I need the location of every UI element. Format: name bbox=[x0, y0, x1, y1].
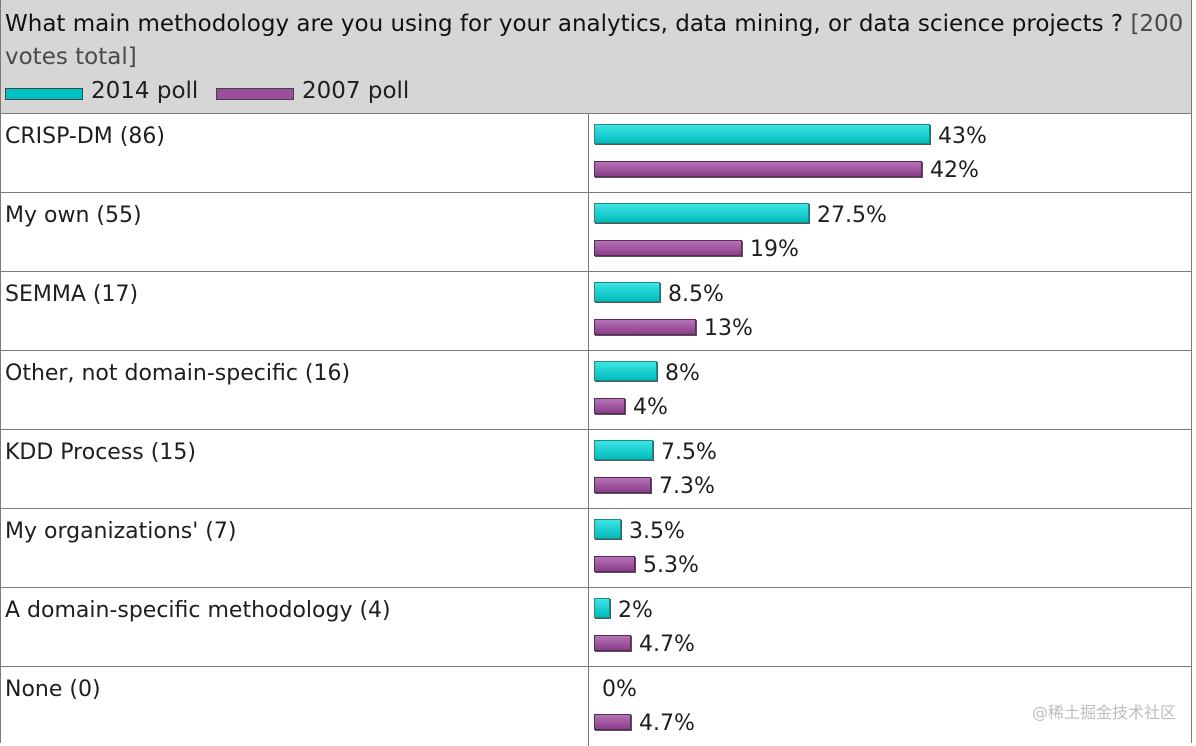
category-label: None (0) bbox=[5, 677, 101, 702]
bar-2014 bbox=[594, 440, 653, 460]
bar-2014 bbox=[594, 519, 621, 539]
bar-2007 bbox=[594, 240, 742, 256]
value-label-2007: 4.7% bbox=[639, 711, 695, 736]
column-divider bbox=[588, 509, 589, 587]
table-row: My own (55) 27.5% 19% bbox=[1, 193, 1191, 272]
category-label: A domain-specific methodology (4) bbox=[5, 598, 391, 623]
value-label-2014: 2% bbox=[618, 598, 653, 623]
value-label-2007: 5.3% bbox=[643, 553, 699, 578]
column-divider bbox=[588, 114, 589, 192]
bar-2007 bbox=[594, 556, 635, 572]
table-row: My organizations' (7) 3.5% 5.3% bbox=[1, 509, 1191, 588]
table-row: KDD Process (15) 7.5% 7.3% bbox=[1, 430, 1191, 509]
bar-2014 bbox=[594, 598, 610, 618]
value-label-2007: 7.3% bbox=[659, 474, 715, 499]
column-divider bbox=[588, 351, 589, 429]
legend-label-2014: 2014 poll bbox=[91, 78, 199, 104]
value-label-2007: 13% bbox=[704, 316, 753, 341]
value-label-2014: 7.5% bbox=[661, 440, 717, 465]
poll-header: What main methodology are you using for … bbox=[1, 0, 1191, 114]
watermark: @稀土掘金技术社区 bbox=[1031, 703, 1176, 722]
value-label-2007: 42% bbox=[930, 158, 979, 183]
bar-2014 bbox=[594, 124, 930, 144]
bar-2007 bbox=[594, 319, 696, 335]
category-label: My own (55) bbox=[5, 203, 142, 228]
value-label-2014: 8.5% bbox=[668, 282, 724, 307]
legend-label-2007: 2007 poll bbox=[302, 78, 410, 104]
value-label-2014: 27.5% bbox=[817, 203, 887, 228]
value-label-2014: 0% bbox=[602, 677, 637, 702]
category-label: CRISP-DM (86) bbox=[5, 124, 165, 149]
column-divider bbox=[588, 193, 589, 271]
value-label-2014: 43% bbox=[938, 124, 987, 149]
value-label-2014: 8% bbox=[665, 361, 700, 386]
column-divider bbox=[588, 430, 589, 508]
bar-2007 bbox=[594, 161, 922, 177]
column-divider bbox=[588, 588, 589, 666]
value-label-2014: 3.5% bbox=[629, 519, 685, 544]
bar-2007 bbox=[594, 714, 631, 730]
bar-2014 bbox=[594, 203, 809, 223]
category-label: My organizations' (7) bbox=[5, 519, 237, 544]
value-label-2007: 4% bbox=[633, 395, 668, 420]
table-row: CRISP-DM (86) 43% 42% bbox=[1, 114, 1191, 193]
bar-2007 bbox=[594, 477, 651, 493]
poll-question: What main methodology are you using for … bbox=[5, 8, 1187, 74]
column-divider bbox=[588, 272, 589, 350]
votes-total: [200 votes total] bbox=[5, 11, 1184, 70]
table-row: None (0) 0% 4.7% bbox=[1, 667, 1191, 746]
table-row: Other, not domain-specific (16) 8% 4% bbox=[1, 351, 1191, 430]
legend-swatch-2007 bbox=[216, 88, 294, 100]
question-text: What main methodology are you using for … bbox=[5, 11, 1124, 37]
category-label: SEMMA (17) bbox=[5, 282, 139, 307]
bar-2014 bbox=[594, 282, 660, 302]
legend-swatch-2014 bbox=[5, 88, 83, 100]
bar-2007 bbox=[594, 398, 625, 414]
value-label-2007: 4.7% bbox=[639, 632, 695, 657]
value-label-2007: 19% bbox=[750, 237, 799, 262]
column-divider bbox=[588, 667, 589, 746]
bar-2007 bbox=[594, 635, 631, 651]
category-label: KDD Process (15) bbox=[5, 440, 196, 465]
table-row: SEMMA (17) 8.5% 13% bbox=[1, 272, 1191, 351]
category-label: Other, not domain-specific (16) bbox=[5, 361, 351, 386]
table-row: A domain-specific methodology (4) 2% 4.7% bbox=[1, 588, 1191, 667]
bar-2014 bbox=[594, 361, 657, 381]
